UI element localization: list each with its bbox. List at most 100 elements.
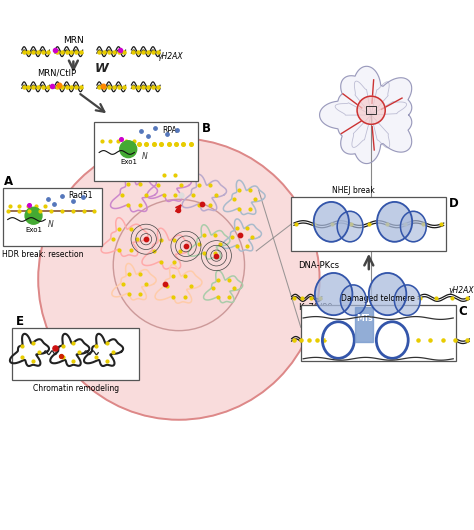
Point [53,83,61,91]
Point [117,46,124,55]
Text: D: D [448,197,458,210]
Point [172,140,180,149]
Point [316,294,323,302]
Text: E: E [16,315,24,328]
Point [51,344,58,352]
Text: RPA: RPA [162,126,177,135]
Point [114,137,122,145]
Point [244,224,251,232]
Point [152,124,159,132]
Point [347,220,355,228]
Point [39,47,46,56]
Point [69,357,77,365]
Point [70,197,77,206]
Circle shape [38,138,319,420]
Point [79,193,87,202]
Point [438,220,445,228]
Point [236,186,243,194]
Point [149,83,157,91]
Point [439,336,447,344]
Point [145,83,152,91]
Point [73,83,80,91]
Point [129,47,137,56]
Point [135,140,143,149]
Text: MRN/CtIP: MRN/CtIP [37,68,76,77]
Point [212,190,220,199]
Point [233,224,241,232]
Point [125,289,132,298]
Point [236,230,244,239]
Point [187,140,194,149]
Point [95,83,102,91]
Point [51,46,58,55]
Text: Damaged telomere: Damaged telomere [341,294,415,303]
Point [139,83,147,91]
Point [36,207,44,215]
Point [95,47,102,56]
Bar [3,188,101,246]
Point [53,47,61,56]
Point [244,241,251,250]
Point [47,207,55,215]
Point [58,83,65,91]
Point [24,202,31,210]
Point [252,195,259,204]
Point [154,181,162,190]
Bar [292,197,446,251]
Point [200,249,208,258]
Point [290,294,298,302]
Ellipse shape [401,211,426,242]
Point [292,220,300,228]
Text: γH2AX: γH2AX [449,286,474,295]
Point [170,235,177,244]
Point [142,279,150,288]
Point [211,231,219,239]
Point [176,246,184,255]
Point [105,47,112,56]
Point [115,224,123,233]
Bar [301,305,456,361]
Point [57,352,64,361]
Point [313,336,320,344]
Point [145,47,152,56]
Point [195,200,203,209]
Point [164,129,171,138]
Point [58,207,66,215]
Point [207,181,214,189]
Point [160,191,168,199]
Point [172,171,179,180]
Point [130,137,138,145]
Point [80,207,87,215]
Point [145,132,152,140]
Point [414,336,422,344]
Point [44,47,51,56]
Point [246,186,254,194]
Point [29,83,37,91]
Point [163,282,171,290]
Point [298,336,305,344]
Point [15,207,22,215]
Point [169,271,177,280]
Point [143,140,150,149]
Point [55,81,63,89]
Point [161,279,169,288]
Point [365,220,373,228]
Point [464,336,471,344]
Text: B: B [201,122,210,135]
Point [99,82,107,90]
Point [190,190,197,199]
Point [137,270,144,278]
Point [401,220,409,228]
Bar [12,328,139,380]
Point [26,207,33,215]
Point [109,235,117,243]
Point [63,47,70,56]
Point [135,83,142,91]
Text: Ku70/80: Ku70/80 [299,303,333,312]
Ellipse shape [337,211,363,242]
Point [58,192,65,200]
Circle shape [357,96,385,125]
Point [137,201,144,209]
Point [310,220,318,228]
Point [173,126,180,134]
